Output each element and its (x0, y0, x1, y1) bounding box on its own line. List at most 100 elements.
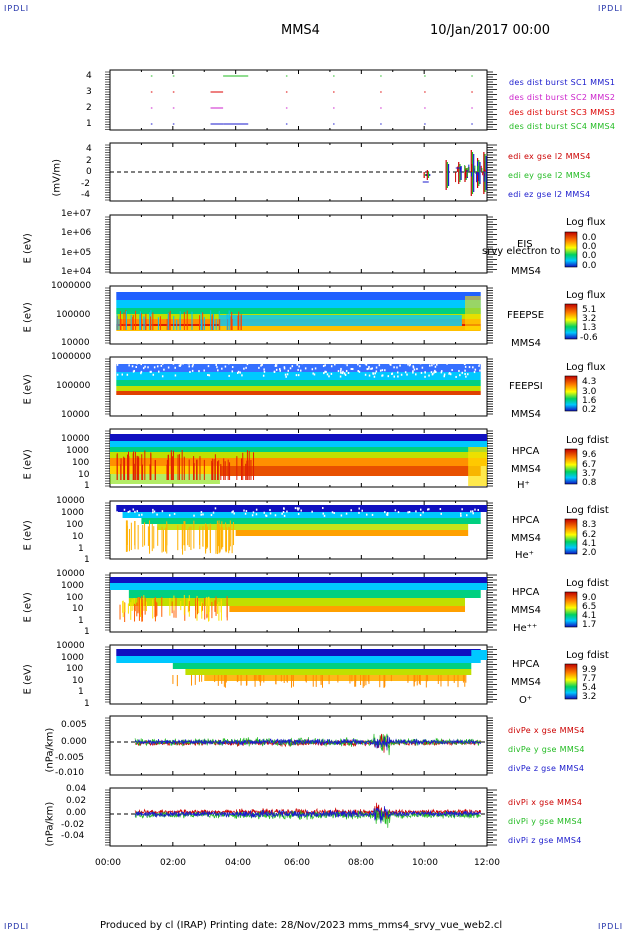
edi-ytick-m2: -2 (81, 179, 90, 189)
feepse-ylabel: E (eV) (22, 302, 34, 333)
hpca-he-gap (200, 511, 203, 514)
hpca-he-gap (419, 508, 422, 511)
eis-ytick-2: 1e+05 (61, 248, 92, 258)
hpca-he2-band (110, 583, 487, 590)
feepsi-gap (384, 369, 386, 372)
feepsi-gap (397, 375, 399, 378)
hpca-he-gap (245, 510, 248, 513)
feepsi-gap (364, 362, 367, 365)
hpca-he-gap (269, 509, 271, 512)
feepsi-gap (443, 373, 446, 376)
feepsi-gap (241, 374, 243, 377)
panel-frame (109, 69, 488, 131)
divpe-ytick-3: -0.010 (55, 768, 85, 778)
feepsi-gap (215, 363, 217, 366)
feepsi-gap (330, 365, 333, 368)
hpca-he-gap (283, 507, 285, 510)
hpca-he-gap (252, 511, 255, 514)
hpca-o-ytick-4: 1 (78, 687, 84, 697)
eis-spacecraft-label: MMS4 (511, 266, 541, 277)
feepse-ytick-0: 1000000 (51, 281, 92, 291)
burst-legend-mms3: des dist burst SC3 MMS3 (509, 108, 616, 117)
hpca-he-ytick-2: 100 (66, 520, 84, 530)
hpca-he-gap (472, 512, 474, 515)
divpi-ylabel: (nPa/km) (44, 801, 56, 847)
hpca-he-gap (283, 514, 286, 517)
hpca-he-gap (210, 514, 213, 517)
feepsi-gap (368, 374, 371, 377)
feepsi-gap (207, 365, 210, 368)
hpca-h-species-label: H⁺ (517, 480, 530, 491)
feepsi-gap (416, 367, 418, 370)
hpca-h-cb-val-3: 0.8 (582, 478, 597, 488)
hpca-h-band (110, 441, 487, 447)
hpca-he-gap (322, 512, 325, 515)
feepsi-gap (276, 362, 278, 365)
hpca-h-ylabel: E (eV) (22, 449, 34, 480)
feepsi-gap (393, 366, 395, 369)
feepsi-gap (228, 374, 230, 377)
feepsi-gap (364, 373, 367, 376)
hpca-o-ytick-3: 10 (72, 676, 84, 686)
hpca-he-gap (282, 510, 285, 513)
feepsi-gap (412, 366, 415, 369)
footer-text: Produced by cl (IRAP) Printing date: 28/… (100, 920, 503, 931)
hpca-he2-ytick-4: 1 (78, 616, 84, 626)
hpca-he2-cb-val-3: 1.7 (582, 620, 597, 630)
hpca-o-colorbar (564, 663, 578, 700)
feepsi-spacecraft-label: MMS4 (511, 409, 541, 420)
hpca-o-instrument-label: HPCA (512, 659, 540, 670)
feepsi-gap (340, 369, 342, 372)
feepsi-gap (389, 363, 391, 366)
feepsi-gap (258, 366, 260, 369)
feepsi-gap (375, 370, 378, 373)
hpca-he-gap (136, 510, 139, 513)
feepsi-gap (296, 363, 298, 366)
divpe-series-y (134, 733, 482, 756)
hpca-he2-colorbar-title: Log fdist (566, 578, 609, 589)
hpca-h-cb-val-1: 6.7 (582, 460, 597, 470)
feepsi-gap (357, 363, 359, 366)
xtick-1200: 12:00 (474, 858, 500, 868)
eis-colorbar-title: Log flux (566, 217, 606, 228)
feepsi-gap (378, 364, 381, 367)
hpca-h-cb-val-2: 3.7 (582, 469, 597, 479)
feepsi-gap (433, 371, 435, 374)
eis-ytick-1: 1e+06 (61, 228, 92, 238)
feepsi-gap (128, 364, 130, 367)
divpi-series-x (134, 802, 482, 820)
hpca-h-band (110, 466, 220, 474)
hpca-he-gap (345, 512, 348, 515)
hpca-h-ytick-3: 10 (78, 470, 90, 480)
feepsi-gap (387, 375, 390, 378)
divpe-legend-x: divPe x gse MMS4 (508, 726, 585, 735)
feepsi-gap (365, 363, 368, 366)
feepsi-gap (340, 367, 342, 370)
hpca-he-band (141, 518, 481, 524)
hpca-h-ytick-1: 1000 (66, 446, 89, 456)
xtick-0600: 06:00 (284, 858, 310, 868)
hpca-he-gap (141, 513, 143, 516)
feepsi-gap (381, 374, 383, 377)
hpca-he2-ytick-3: 10 (72, 604, 84, 614)
feepsi-gap (174, 374, 177, 377)
feepsi-gap (239, 371, 241, 374)
feepsi-gap (337, 370, 340, 373)
feepsi-gap (324, 364, 326, 367)
hpca-he-gap (269, 512, 272, 515)
eis-instrument-label: EIS (517, 239, 533, 250)
feepsi-gap (449, 373, 452, 376)
feepsi-gap (163, 368, 165, 371)
feepsi-gap (286, 373, 289, 376)
feepsi-gap (434, 369, 436, 372)
feepse-band (219, 315, 462, 326)
feepsi-gap (275, 363, 277, 366)
hpca-he-gap (350, 509, 352, 512)
feepsi-gap (479, 369, 481, 372)
feepsi-gap (191, 369, 194, 372)
feepsi-gap (404, 371, 407, 374)
feepsi-gap (430, 371, 433, 374)
hpca-he-gap (244, 512, 247, 515)
feepsi-cb-val-0: 4.3 (582, 377, 597, 387)
hpca-he-gap (129, 510, 131, 513)
